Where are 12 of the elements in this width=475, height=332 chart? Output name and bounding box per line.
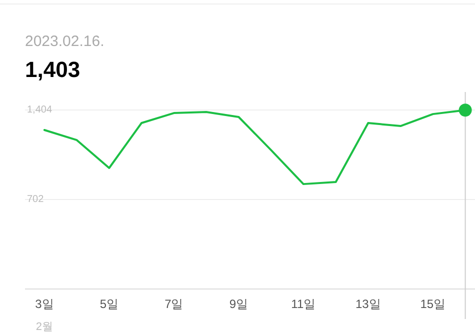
y-tick-label: 702 xyxy=(27,194,44,206)
y-tick-label: 1,404 xyxy=(27,104,52,116)
x-tick-label: 15일 xyxy=(420,297,446,311)
x-axis-title: 2월 xyxy=(36,321,53,332)
x-tick-label: 3일 xyxy=(35,297,54,311)
chart-subtitle: 1,403 xyxy=(25,57,80,82)
x-tick-label: 11일 xyxy=(291,297,316,311)
chart-title: 2023.02.16. xyxy=(25,33,104,50)
x-tick-label: 13일 xyxy=(355,297,381,311)
x-tick-label: 5일 xyxy=(100,297,119,311)
x-tick-label: 7일 xyxy=(164,297,184,311)
x-tick-label: 9일 xyxy=(229,297,248,311)
